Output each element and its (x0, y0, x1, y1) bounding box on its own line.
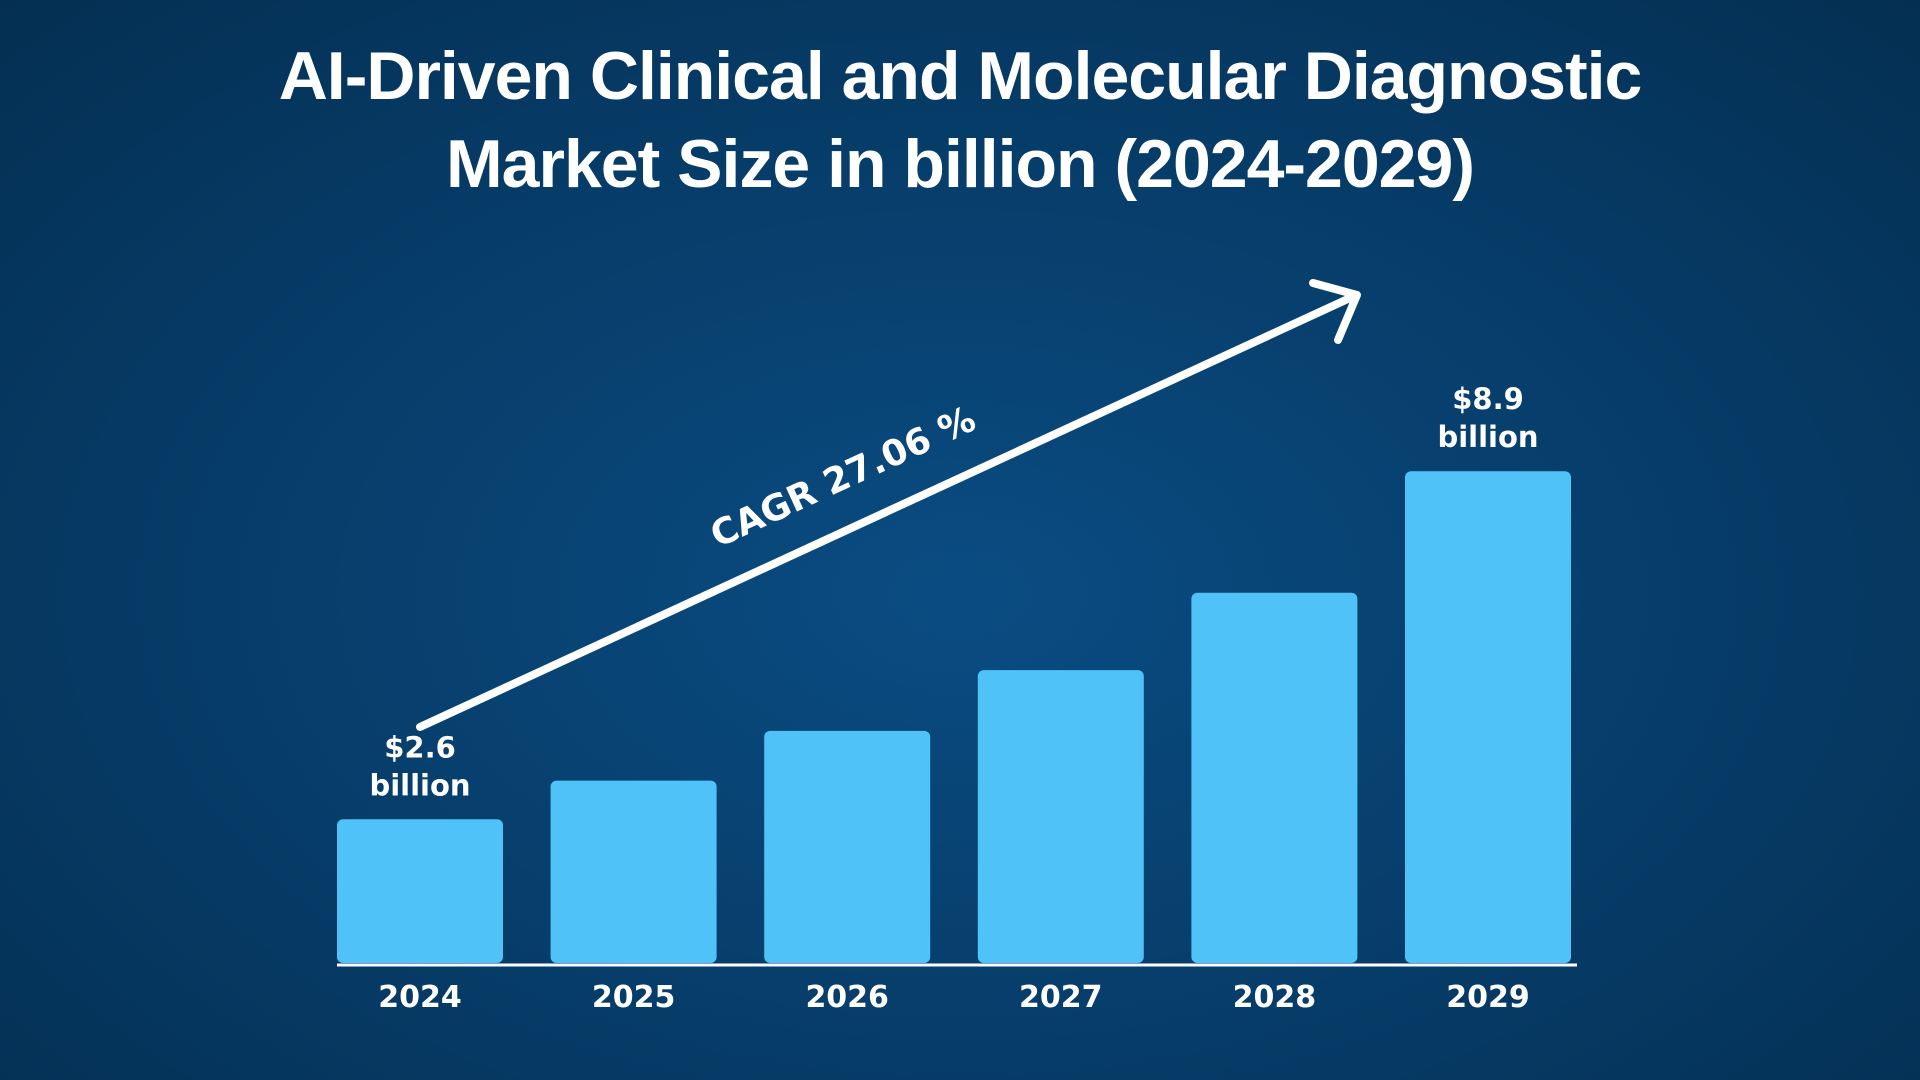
data-labels-group: $2.6 billion $8.9 billion (369, 382, 1538, 802)
bar-2026 (764, 730, 931, 963)
tick-label-2024: 2024 (378, 980, 462, 1015)
tick-label-2025: 2025 (592, 980, 676, 1015)
bar-2027 (977, 670, 1144, 963)
chart-title-line-1: AI-Driven Clinical and Molecular Diagnos… (278, 38, 1643, 114)
trend-arrow-head (1309, 279, 1361, 344)
x-axis-tick-labels: 2024 2025 2026 2027 2028 2029 (378, 980, 1530, 1015)
data-label-2024-line-1: $2.6 (384, 730, 456, 764)
tick-label-2028: 2028 (1233, 980, 1317, 1015)
bar-2025 (550, 780, 717, 963)
tick-label-2026: 2026 (805, 980, 889, 1015)
bar-2029 (1405, 471, 1571, 963)
trend-arrow-line (416, 294, 1354, 731)
chart-title: AI-Driven Clinical and Molecular Diagnos… (0, 32, 1920, 208)
chart-title-line-2: Market Size in billion (2024-2029) (446, 126, 1475, 202)
tick-label-2029: 2029 (1446, 980, 1530, 1015)
bar-2028 (1191, 592, 1358, 963)
bar-2024 (337, 819, 503, 963)
data-label-2024-line-2: billion (369, 768, 470, 802)
bars-group (337, 471, 1571, 963)
tick-label-2027: 2027 (1019, 980, 1103, 1015)
data-label-2029-line-2: billion (1437, 420, 1538, 454)
data-label-2029-line-1: $8.9 (1452, 382, 1524, 416)
